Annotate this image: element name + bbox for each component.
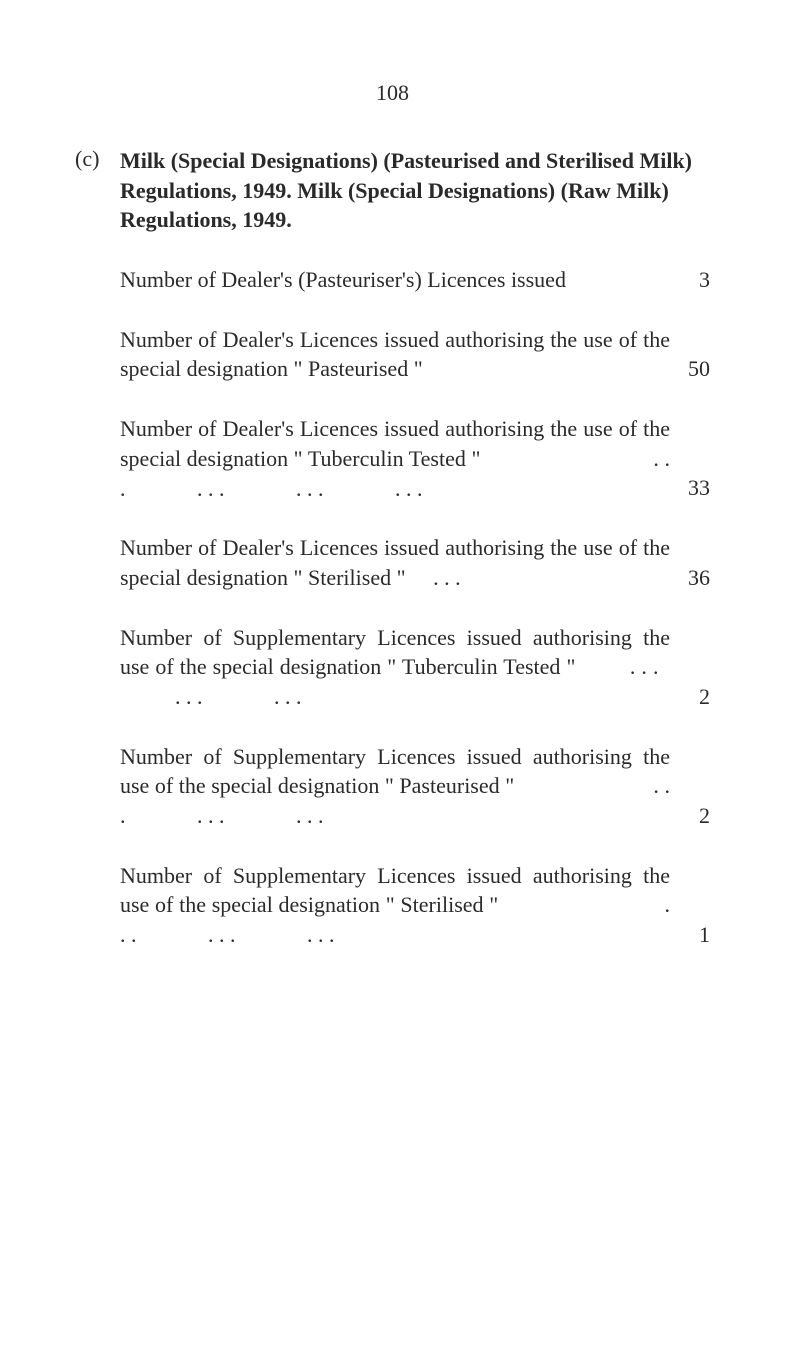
entry-value: 2 bbox=[670, 684, 710, 712]
entry-row: Number of Dealer's Licences issued autho… bbox=[120, 325, 710, 384]
entry-value: 2 bbox=[670, 803, 710, 831]
entry-value: 3 bbox=[670, 267, 710, 295]
entry-row: Number of Dealer's (Pasteuriser's) Licen… bbox=[120, 265, 710, 295]
entry-text: Number of Supplementary Licences issued … bbox=[120, 742, 670, 831]
entry-value: 36 bbox=[670, 565, 710, 593]
entry-row: Number of Dealer's Licences issued autho… bbox=[120, 414, 710, 503]
page-number: 108 bbox=[75, 80, 710, 106]
entry-text: Number of Dealer's (Pasteuriser's) Licen… bbox=[120, 265, 566, 295]
entry-text: Number of Dealer's Licences issued autho… bbox=[120, 414, 670, 503]
entry-text: Number of Dealer's Licences issued autho… bbox=[120, 325, 670, 384]
entry-row: Number of Supplementary Licences issued … bbox=[120, 861, 710, 950]
section-label: (c) bbox=[75, 146, 120, 172]
entry-text: Number of Supplementary Licences issued … bbox=[120, 861, 670, 950]
entry-text: Number of Supplementary Licences issued … bbox=[120, 623, 670, 712]
section-title: Milk (Special Designations) (Pasteurised… bbox=[120, 146, 710, 235]
entry-row: Number of Dealer's Licences issued autho… bbox=[120, 533, 710, 592]
section-header: (c) Milk (Special Designations) (Pasteur… bbox=[75, 146, 710, 235]
section-content: Milk (Special Designations) (Pasteurised… bbox=[120, 146, 710, 235]
entry-text: Number of Dealer's Licences issued autho… bbox=[120, 533, 670, 592]
entry-row: Number of Supplementary Licences issued … bbox=[120, 623, 710, 712]
entry-value: 33 bbox=[670, 475, 710, 503]
entry-row: Number of Supplementary Licences issued … bbox=[120, 742, 710, 831]
entry-value: 1 bbox=[670, 922, 710, 950]
entry-value: 50 bbox=[670, 356, 710, 384]
